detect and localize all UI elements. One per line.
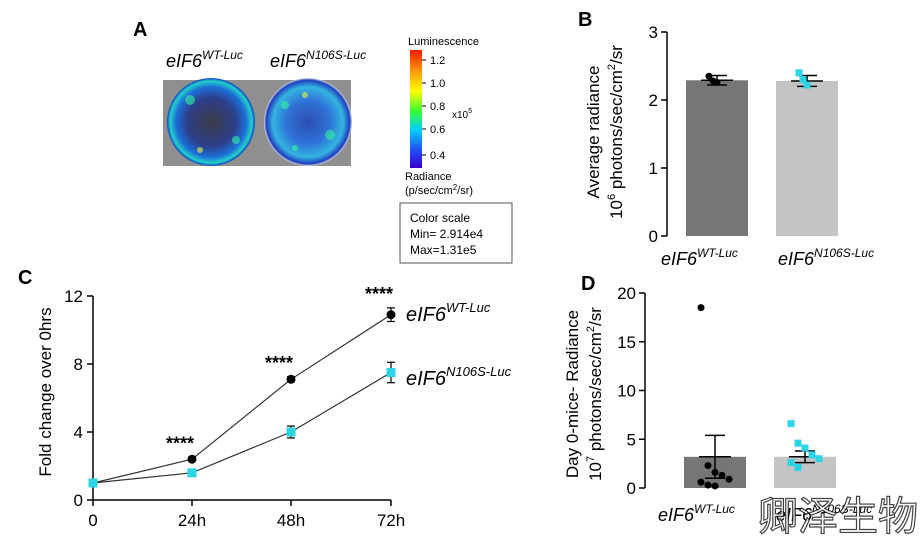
panel-c-ytick-label: 8	[74, 355, 83, 374]
panel-d-xlabel-wt: eIF6WT-Luc	[658, 502, 735, 525]
panel-d-letter: D	[581, 273, 595, 295]
colorbar-unit-2: (p/sec/cm2/sr)	[405, 183, 473, 197]
panel-d-ylabel-1: Day 0-mice- Radiance	[563, 310, 582, 478]
panel-c-point	[187, 454, 197, 464]
panel-c-point	[386, 368, 396, 377]
panel-d-point	[808, 451, 816, 459]
color-scale-max: Max=1.31e5	[410, 243, 477, 257]
panel-b-ytick-label: 1	[649, 159, 658, 178]
panel-c-ytick-label: 12	[64, 287, 83, 306]
panel-d-point	[787, 459, 795, 467]
colorbar-tick-label: 1.0	[430, 78, 445, 90]
panel-c-xtick-label: 48h	[277, 511, 305, 530]
panel-a-wt-label: eIF6WT-Luc	[166, 48, 243, 71]
panel-c-significance: ****	[166, 434, 194, 454]
panel-c-series-line	[92, 314, 392, 484]
panel-c-point	[286, 427, 296, 437]
colorbar-tick-label: 0.6	[430, 124, 445, 136]
legend-wt: eIF6WT-Luc	[406, 300, 491, 326]
panel-d-ytick-label: 5	[627, 430, 636, 449]
panel-b-bar	[686, 80, 748, 236]
panel-a-letter: A	[133, 19, 147, 41]
panel-d-ytick-label: 20	[617, 284, 636, 303]
panel-c-point	[286, 374, 296, 384]
panel-d-point	[725, 475, 733, 483]
panel-b-ytick-label: 0	[649, 227, 658, 246]
panel-d-ylabel-2: 107 photons/sec/cm2/sr	[585, 307, 605, 481]
panel-d-point	[794, 439, 802, 447]
panel-b-point	[799, 76, 807, 84]
panel-d-point	[704, 481, 712, 489]
panel-d-point	[815, 455, 823, 463]
panel-b-xlabel-wt: eIF6WT-Luc	[661, 246, 738, 269]
panel-d-ytick-label: 0	[627, 479, 636, 498]
well-wt	[167, 78, 255, 166]
panel-a: A eIF6WT-Luc eIF6N106S-Luc Luminescence …	[133, 19, 513, 264]
panel-d-point	[787, 420, 795, 428]
panel-d-point	[801, 444, 809, 452]
panel-d-point	[794, 464, 802, 472]
panel-c-significance: ****	[365, 284, 393, 304]
panel-d: D 0 5 10 15 20 Day 0-mice- Radiance 107 phot…	[563, 273, 872, 525]
panel-b-ylabel-1: Average radiance	[584, 66, 603, 199]
panel-c-plot: 0 4 8 12 0 24h 48h 72h **** **** ****	[64, 284, 405, 530]
panel-c-point	[386, 310, 396, 320]
panel-d-xlabel-mut: eIF6N106S-Luc	[776, 502, 872, 525]
panel-d-ytick-label: 15	[617, 333, 636, 352]
panel-d-point	[718, 471, 726, 479]
panel-b: B 0 1 2 3 Average radiance 106 photons/sec/…	[578, 9, 874, 269]
panel-d-point	[697, 478, 705, 486]
colorbar-tick-label: 1.2	[430, 55, 445, 67]
panel-c-significance: ****	[265, 353, 293, 373]
panel-d-point	[697, 304, 705, 312]
panel-d-point	[704, 462, 712, 470]
panel-c: C 0 4 8 12 0 24h 48h 72h **** **** **** Fold chang…	[18, 267, 512, 530]
panel-b-ytick-label: 3	[649, 23, 658, 42]
panel-d-plot: 0 5 10 15 20	[617, 284, 836, 498]
panel-d-ytick-label: 10	[617, 382, 636, 401]
well-speckle	[185, 92, 335, 153]
panel-b-plot: 0 1 2 3	[649, 23, 838, 246]
panel-b-xlabel-mut: eIF6N106S-Luc	[778, 246, 874, 269]
colorbar-exponent: x105	[452, 108, 472, 121]
panel-c-letter: C	[18, 267, 32, 289]
colorbar-tick-label: 0.4	[430, 150, 445, 162]
colorbar-title: Luminescence	[408, 36, 479, 48]
colorbar-unit-1: Radiance	[405, 171, 451, 183]
panel-c-series-line	[92, 371, 392, 484]
panel-c-ylabel: Fold change over 0hrs	[36, 307, 55, 476]
well-mut	[264, 78, 352, 166]
panel-b-ylabel-2: 106 photons/sec/cm2/sr	[606, 45, 626, 219]
color-scale-min: Min= 2.914e4	[410, 227, 483, 241]
panel-b-point	[713, 78, 721, 86]
colorbar	[410, 50, 422, 168]
panel-b-bar	[776, 80, 838, 237]
panel-a-mut-label: eIF6N106S-Luc	[270, 48, 366, 71]
panel-c-xtick-label: 0	[88, 511, 97, 530]
panel-b-ytick-label: 2	[649, 91, 658, 110]
colorbar-ticks: 1.2 1.0 0.8 0.6 0.4	[422, 55, 445, 162]
panel-b-letter: B	[578, 9, 592, 31]
colorbar-tick-label: 0.8	[430, 101, 445, 113]
legend-mut: eIF6N106S-Luc	[406, 364, 512, 390]
panel-c-xtick-label: 24h	[178, 511, 206, 530]
panel-c-point	[187, 468, 197, 478]
color-scale-title: Color scale	[410, 211, 470, 225]
panel-c-xtick-label: 72h	[377, 511, 405, 530]
color-scale-box	[399, 202, 513, 264]
panel-d-point	[711, 468, 719, 476]
panel-b-point	[705, 72, 713, 80]
watermark: 卿泽生物	[758, 495, 918, 539]
panel-b-point	[803, 81, 811, 89]
panel-c-ytick-label: 4	[74, 423, 83, 442]
panel-d-point	[711, 482, 719, 490]
panel-c-ytick-label: 0	[74, 491, 83, 510]
panel-b-point	[795, 69, 803, 77]
panel-c-point	[88, 478, 98, 488]
